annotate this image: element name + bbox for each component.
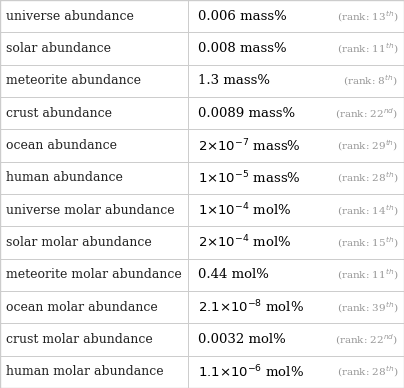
Text: $2{\times}10^{-4}$ mol%: $2{\times}10^{-4}$ mol% xyxy=(198,234,291,251)
Text: 0.44 mol%: 0.44 mol% xyxy=(198,268,269,281)
Text: 0.0089 mass%: 0.0089 mass% xyxy=(198,107,295,120)
Text: (rank: 11$^{th}$): (rank: 11$^{th}$) xyxy=(337,267,398,282)
Text: (rank: 13$^{th}$): (rank: 13$^{th}$) xyxy=(337,9,398,24)
Text: universe abundance: universe abundance xyxy=(6,10,134,23)
Text: solar abundance: solar abundance xyxy=(6,42,111,55)
Text: 0.008 mass%: 0.008 mass% xyxy=(198,42,286,55)
Text: (rank: 39$^{th}$): (rank: 39$^{th}$) xyxy=(337,300,398,315)
Text: (rank: 22$^{nd}$): (rank: 22$^{nd}$) xyxy=(335,106,398,121)
Text: crust abundance: crust abundance xyxy=(6,107,112,120)
Text: meteorite molar abundance: meteorite molar abundance xyxy=(6,268,182,281)
Text: universe molar abundance: universe molar abundance xyxy=(6,204,175,217)
Text: $1{\times}10^{-4}$ mol%: $1{\times}10^{-4}$ mol% xyxy=(198,202,291,218)
Text: meteorite abundance: meteorite abundance xyxy=(6,74,141,87)
Text: (rank: 29$^{th}$): (rank: 29$^{th}$) xyxy=(337,138,398,153)
Text: (rank: 11$^{th}$): (rank: 11$^{th}$) xyxy=(337,41,398,56)
Text: $2{\times}10^{-7}$ mass%: $2{\times}10^{-7}$ mass% xyxy=(198,137,301,154)
Text: $1.1{\times}10^{-6}$ mol%: $1.1{\times}10^{-6}$ mol% xyxy=(198,364,304,380)
Text: 1.3 mass%: 1.3 mass% xyxy=(198,74,270,87)
Text: (rank: 22$^{nd}$): (rank: 22$^{nd}$) xyxy=(335,332,398,347)
Text: human abundance: human abundance xyxy=(6,171,123,184)
Text: (rank: 15$^{th}$): (rank: 15$^{th}$) xyxy=(337,235,398,250)
Text: $2.1{\times}10^{-8}$ mol%: $2.1{\times}10^{-8}$ mol% xyxy=(198,299,304,315)
Text: (rank: 28$^{th}$): (rank: 28$^{th}$) xyxy=(337,170,398,185)
Text: ocean abundance: ocean abundance xyxy=(6,139,117,152)
Text: $1{\times}10^{-5}$ mass%: $1{\times}10^{-5}$ mass% xyxy=(198,170,301,186)
Text: 0.006 mass%: 0.006 mass% xyxy=(198,10,287,23)
Text: ocean molar abundance: ocean molar abundance xyxy=(6,301,158,314)
Text: (rank: 28$^{th}$): (rank: 28$^{th}$) xyxy=(337,364,398,379)
Text: (rank: 14$^{th}$): (rank: 14$^{th}$) xyxy=(337,203,398,218)
Text: crust molar abundance: crust molar abundance xyxy=(6,333,153,346)
Text: human molar abundance: human molar abundance xyxy=(6,365,164,378)
Text: solar molar abundance: solar molar abundance xyxy=(6,236,152,249)
Text: 0.0032 mol%: 0.0032 mol% xyxy=(198,333,286,346)
Text: (rank: 8$^{th}$): (rank: 8$^{th}$) xyxy=(343,73,398,88)
